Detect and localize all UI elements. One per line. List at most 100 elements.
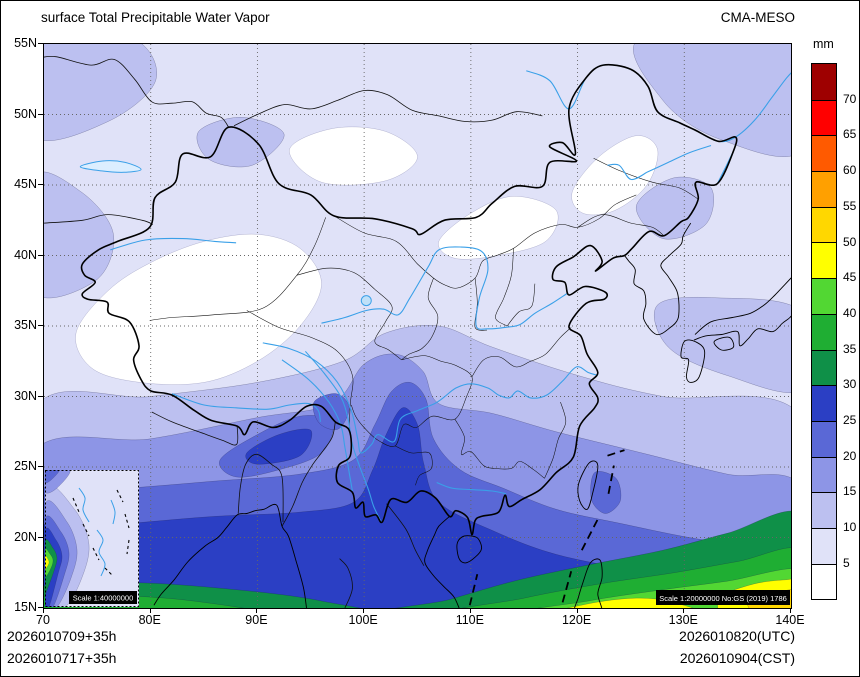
contour-fill (636, 176, 714, 240)
inset-dash (72, 497, 80, 513)
country-border (237, 453, 284, 523)
contour-fill (438, 196, 559, 260)
inset-dash (116, 489, 124, 503)
colorbar-tick-label: 70 (843, 91, 857, 106)
colorbar-segment (812, 527, 836, 564)
province-border (246, 310, 354, 429)
geo-layer (44, 55, 791, 608)
lake (360, 295, 372, 307)
contour-fill (44, 171, 115, 299)
country-border (44, 55, 229, 128)
country-border (339, 558, 353, 608)
colorbar-tick-label: 5 (843, 555, 850, 570)
contour-fill (75, 233, 322, 385)
colorbar-segment (812, 313, 836, 350)
y-tick-mark (38, 113, 43, 115)
province-border (149, 217, 326, 321)
inset-dash (104, 567, 114, 577)
inset-contour (45, 470, 60, 483)
coastline (680, 339, 706, 383)
colorbar-segment (812, 278, 836, 314)
colorbar-segment (812, 99, 836, 136)
footer-valid-cst: 2026010904(CST) (679, 650, 795, 666)
country-border (151, 411, 239, 446)
x-tick-mark (469, 608, 471, 613)
inset-dash (92, 547, 100, 561)
colorbar-unit: mm (813, 37, 834, 51)
contour-fill (289, 126, 418, 186)
y-tick-mark (38, 536, 43, 538)
coastline (456, 535, 483, 564)
contour-fill (590, 471, 622, 514)
coastline (577, 460, 599, 510)
contour-fill (44, 407, 791, 608)
inset-scale-badge (69, 591, 137, 604)
y-tick-mark (38, 466, 43, 467)
map-scale-text: Scale 1:20000000 No:GS (2019) 1786 (659, 594, 787, 603)
country-border (233, 89, 543, 127)
colorbar-tick-label: 25 (843, 413, 857, 427)
y-tick-label: 15N (14, 600, 37, 614)
colorbar-segment (812, 171, 836, 207)
x-tick-label: 120E (561, 613, 592, 627)
y-tick-label: 45N (14, 177, 37, 191)
inset-scale-text: Scale 1:40000000 (73, 594, 133, 603)
boundary-dash (581, 518, 599, 551)
province-border (394, 445, 433, 486)
river (262, 342, 598, 454)
province-border (351, 355, 473, 447)
boundary-dash (607, 465, 615, 494)
coastline (694, 277, 791, 335)
map-canvas: Scale 1:40000000 Scale 1:20000000 No:GS (… (44, 44, 791, 608)
colorbar (811, 63, 837, 601)
x-tick-mark (790, 608, 791, 613)
colorbar-segment (812, 349, 836, 386)
colorbar-segment (812, 242, 836, 279)
inset-coastline (96, 529, 106, 577)
coastline (153, 503, 307, 608)
x-tick-label: 110E (455, 613, 484, 627)
contour-fill (633, 44, 791, 158)
lake (79, 160, 142, 173)
coastline (693, 315, 791, 347)
colorbar-tick-label: 65 (843, 127, 857, 142)
province-border (593, 157, 699, 200)
inset-border (45, 470, 139, 607)
badge-layer: Scale 1:20000000 No:GS (2019) 1786 (656, 590, 790, 605)
country-border (281, 421, 336, 527)
inset-coastline (78, 487, 90, 523)
province-border (454, 418, 545, 479)
inset-coastline (110, 499, 116, 525)
boundary-dash (607, 449, 625, 457)
river (436, 481, 507, 495)
x-tick-mark (363, 608, 365, 613)
inset-contour (45, 555, 50, 570)
coastline (713, 336, 735, 351)
colorbar-tick-label: 30 (843, 377, 857, 392)
colorbar-tick-label: 35 (843, 341, 857, 356)
colorbar-tick-label: 60 (843, 163, 857, 178)
province-border (506, 283, 536, 327)
colorbar-segment (812, 420, 836, 457)
river (304, 351, 382, 523)
province-border (544, 402, 567, 479)
x-tick-mark (256, 608, 258, 613)
province-border (401, 278, 439, 361)
footer-run-line2: 2026010717+35h (7, 650, 117, 666)
grid-layer (44, 44, 791, 608)
inset-dash (126, 539, 130, 555)
x-tick-label: 80E (138, 613, 161, 627)
model-name-label: CMA-MESO (720, 10, 795, 25)
x-tick-mark (576, 608, 578, 613)
river (607, 163, 648, 181)
x-tick-mark (43, 608, 44, 613)
river (321, 246, 568, 330)
province-border (577, 214, 665, 237)
y-tick-label: 30N (14, 388, 37, 403)
inset-dash (82, 523, 90, 537)
y-tick-mark (38, 254, 43, 256)
colorbar-segment (812, 492, 836, 528)
boundary-dash (561, 571, 573, 603)
x-tick-mark (683, 608, 685, 613)
colorbar-tick-label: 15 (843, 484, 857, 499)
